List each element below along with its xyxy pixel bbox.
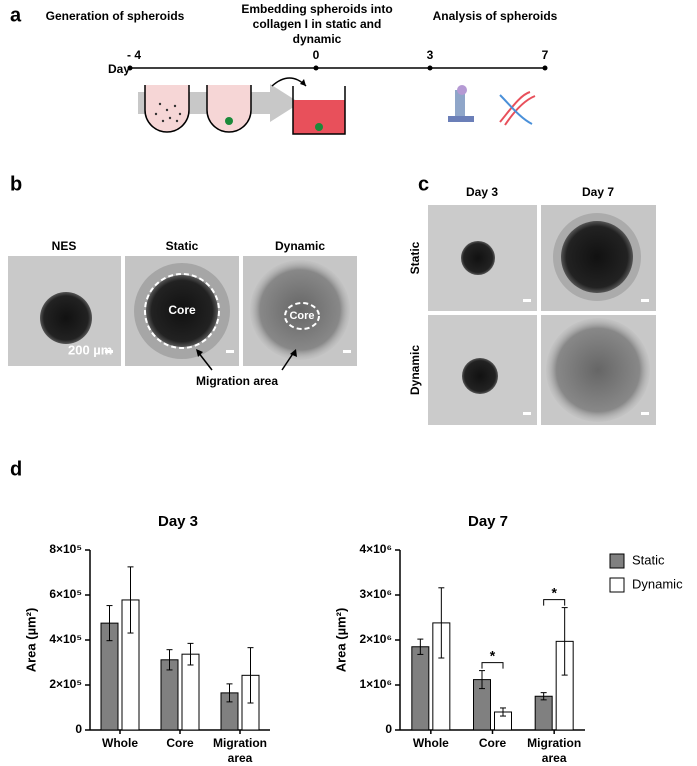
bar (181, 653, 200, 731)
significance-bracket (481, 662, 504, 669)
x-tick-label-box: Whole (102, 736, 138, 750)
error-bar (540, 692, 547, 701)
y-tick-label: 4×10⁵ (49, 632, 82, 646)
timeline-tick: 3 (427, 48, 434, 62)
y-tick-label: 3×10⁶ (359, 587, 392, 601)
y-tick-label: 2×10⁶ (359, 632, 392, 646)
y-tick-label: 8×10⁵ (49, 542, 82, 556)
chart-title: Day 7 (468, 513, 508, 530)
step-label-box: Embedding spheroids into collagen I in s… (241, 2, 393, 46)
panel-label: d (10, 458, 22, 480)
panel-label: b (10, 173, 22, 195)
x-tick-label: Migration area (213, 736, 267, 765)
y-tick-label: 4×10⁶ (359, 542, 392, 556)
x-tick-label: Core (478, 736, 507, 750)
timeline-tick: 0 (313, 48, 320, 62)
x-tick-label-box: Migration area (213, 736, 267, 765)
error-bar (247, 647, 254, 704)
error-bar (417, 638, 424, 655)
panel-label: a (10, 4, 22, 26)
chart-title: Day 3 (158, 513, 198, 530)
bar (534, 695, 553, 731)
legend-label: Dynamic (632, 576, 683, 591)
error-bar (561, 607, 568, 676)
micrographs (428, 205, 656, 425)
x-tick-label: Whole (102, 736, 138, 750)
y-axis-label: Area (µm²) (23, 608, 38, 673)
step-label: Generation of spheroids (46, 9, 185, 23)
core-label: Core (168, 303, 196, 317)
timeline-tick: 7 (542, 48, 549, 62)
column-label: Dynamic (275, 239, 325, 253)
error-bar (479, 670, 485, 690)
x-tick-label-box: Migration area (527, 736, 582, 765)
significance-bracket (543, 599, 566, 606)
x-tick-label-box: Core (478, 736, 507, 750)
x-tick-label: Core (166, 736, 194, 750)
x-tick-label: Migration area (527, 736, 582, 765)
x-tick-label-box: Whole (412, 736, 449, 750)
error-bar (127, 566, 134, 634)
error-bar (438, 587, 445, 659)
row-label: Static (408, 241, 422, 274)
legend-swatch (609, 553, 625, 569)
legend-label: Static (632, 552, 665, 567)
arrow-label: Migration area (196, 374, 278, 388)
y-tick-label: 0 (75, 722, 82, 736)
panel-label: c (418, 173, 429, 195)
column-label: Static (166, 239, 199, 253)
column-label: Day 3 (466, 185, 498, 199)
core-label: Core (289, 310, 314, 322)
scale-bar-label: 200 µm (68, 342, 112, 357)
error-bar (500, 707, 506, 717)
schematic (138, 77, 536, 135)
y-tick-label: 1×10⁶ (359, 677, 392, 691)
timeline-dots (127, 65, 548, 71)
column-label: Day 7 (582, 185, 614, 199)
micrographs (8, 256, 357, 371)
error-bar (187, 642, 194, 666)
error-bar (106, 605, 113, 642)
timeline-axis-label: Day (108, 62, 130, 76)
column-label: NES (52, 239, 77, 253)
y-tick-label: 0 (385, 722, 392, 736)
error-bar (226, 683, 233, 703)
y-axis-label: Area (µm²) (333, 608, 348, 673)
x-tick-label: Whole (412, 736, 449, 750)
step-label: Analysis of spheroids (433, 9, 558, 23)
significance-label: * (551, 584, 557, 600)
step-label: Embedding spheroids into collagen I in s… (241, 2, 393, 46)
legend-swatch (609, 577, 625, 593)
bar (411, 646, 430, 731)
significance-label: * (490, 647, 496, 663)
timeline-tick: - 4 (127, 48, 141, 62)
row-label: Dynamic (408, 345, 422, 395)
error-bar (166, 649, 173, 671)
y-tick-label: 2×10⁵ (49, 677, 82, 691)
x-tick-label-box: Core (166, 736, 194, 750)
y-tick-label: 6×10⁵ (49, 587, 82, 601)
